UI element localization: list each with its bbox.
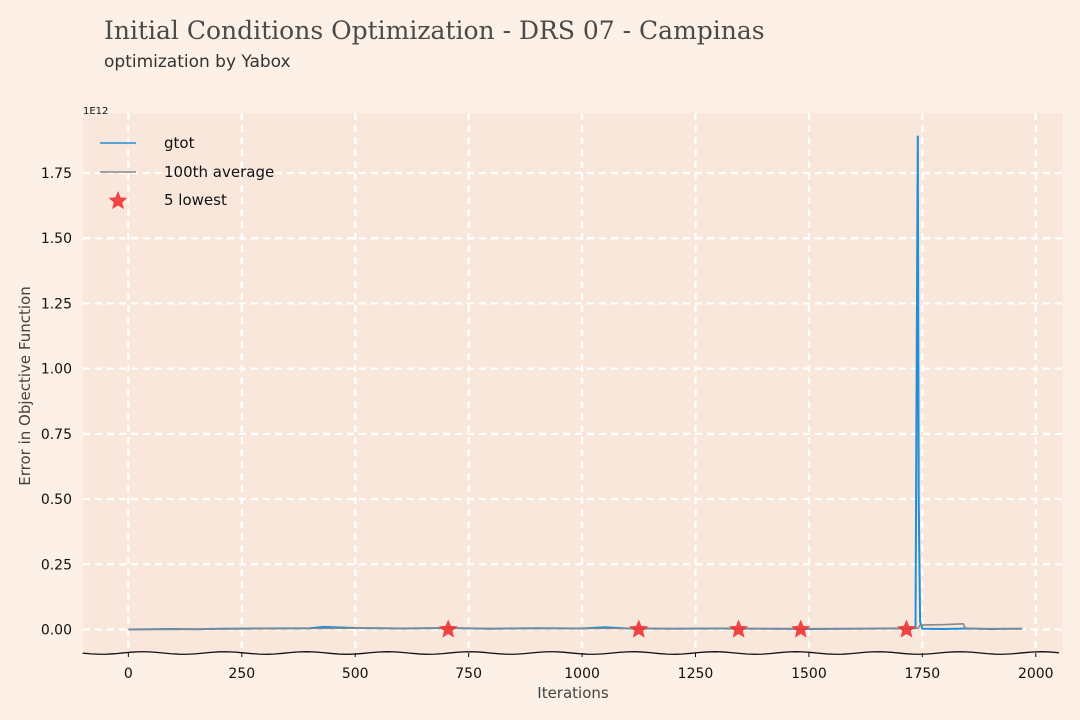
- y-tick-label-5: 1.25: [41, 296, 72, 312]
- x-tick-labels: 0 250 500 750 1000 1250 1500 1750 2000: [124, 653, 1054, 682]
- legend-gtot-label: gtot: [164, 134, 195, 152]
- x-tick-label-6: 1500: [791, 666, 827, 682]
- x-tick-label-1: 250: [228, 666, 255, 682]
- x-tick-label-8: 2000: [1018, 666, 1054, 682]
- x-tick-label-7: 1750: [905, 666, 941, 682]
- lowest-point-0: [438, 619, 458, 638]
- y-scale-label: 1E12: [83, 106, 108, 117]
- y-tick-label-0: 0.00: [41, 623, 72, 639]
- lowest-point-2: [729, 619, 749, 638]
- chart-title: Initial Conditions Optimization - DRS 07…: [104, 16, 765, 45]
- x-tick-label-0: 0: [124, 666, 133, 682]
- y-tick-label-2: 0.50: [41, 492, 72, 508]
- y-tick-label-3: 0.75: [41, 427, 72, 443]
- legend-lowest-label: 5 lowest: [164, 191, 227, 209]
- lowest-point-3: [791, 619, 811, 638]
- lowest-point-1: [629, 619, 649, 638]
- legend: gtot 100th average 5 lowest: [100, 134, 274, 210]
- chart-subtitle: optimization by Yabox: [104, 52, 291, 72]
- grid-lines: [83, 113, 1063, 653]
- x-axis-label: Iterations: [537, 684, 609, 702]
- x-tick-label-5: 1250: [678, 666, 714, 682]
- x-axis-line: [82, 651, 1060, 655]
- legend-average-label: 100th average: [164, 163, 274, 181]
- x-tick-label-3: 750: [455, 666, 482, 682]
- y-tick-label-1: 0.25: [41, 557, 72, 573]
- x-tick-label-2: 500: [342, 666, 369, 682]
- series-average-line: [128, 622, 1023, 631]
- lowest-markers: [438, 619, 916, 638]
- y-tick-label-6: 1.50: [41, 231, 72, 247]
- lowest-point-4: [897, 619, 916, 638]
- y-axis-label: Error in Objective Function: [16, 286, 34, 485]
- legend-lowest-swatch: [108, 191, 128, 210]
- y-tick-label-7: 1.75: [41, 166, 72, 182]
- x-tick-label-4: 1000: [564, 666, 600, 682]
- plot-background: [83, 113, 1063, 653]
- y-tick-labels: 0.00 0.25 0.50 0.75 1.00 1.25 1.50 1.75: [41, 166, 72, 639]
- legend-lowest-star: [108, 191, 128, 210]
- y-tick-label-4: 1.00: [41, 362, 72, 378]
- series-layer: [128, 135, 1023, 631]
